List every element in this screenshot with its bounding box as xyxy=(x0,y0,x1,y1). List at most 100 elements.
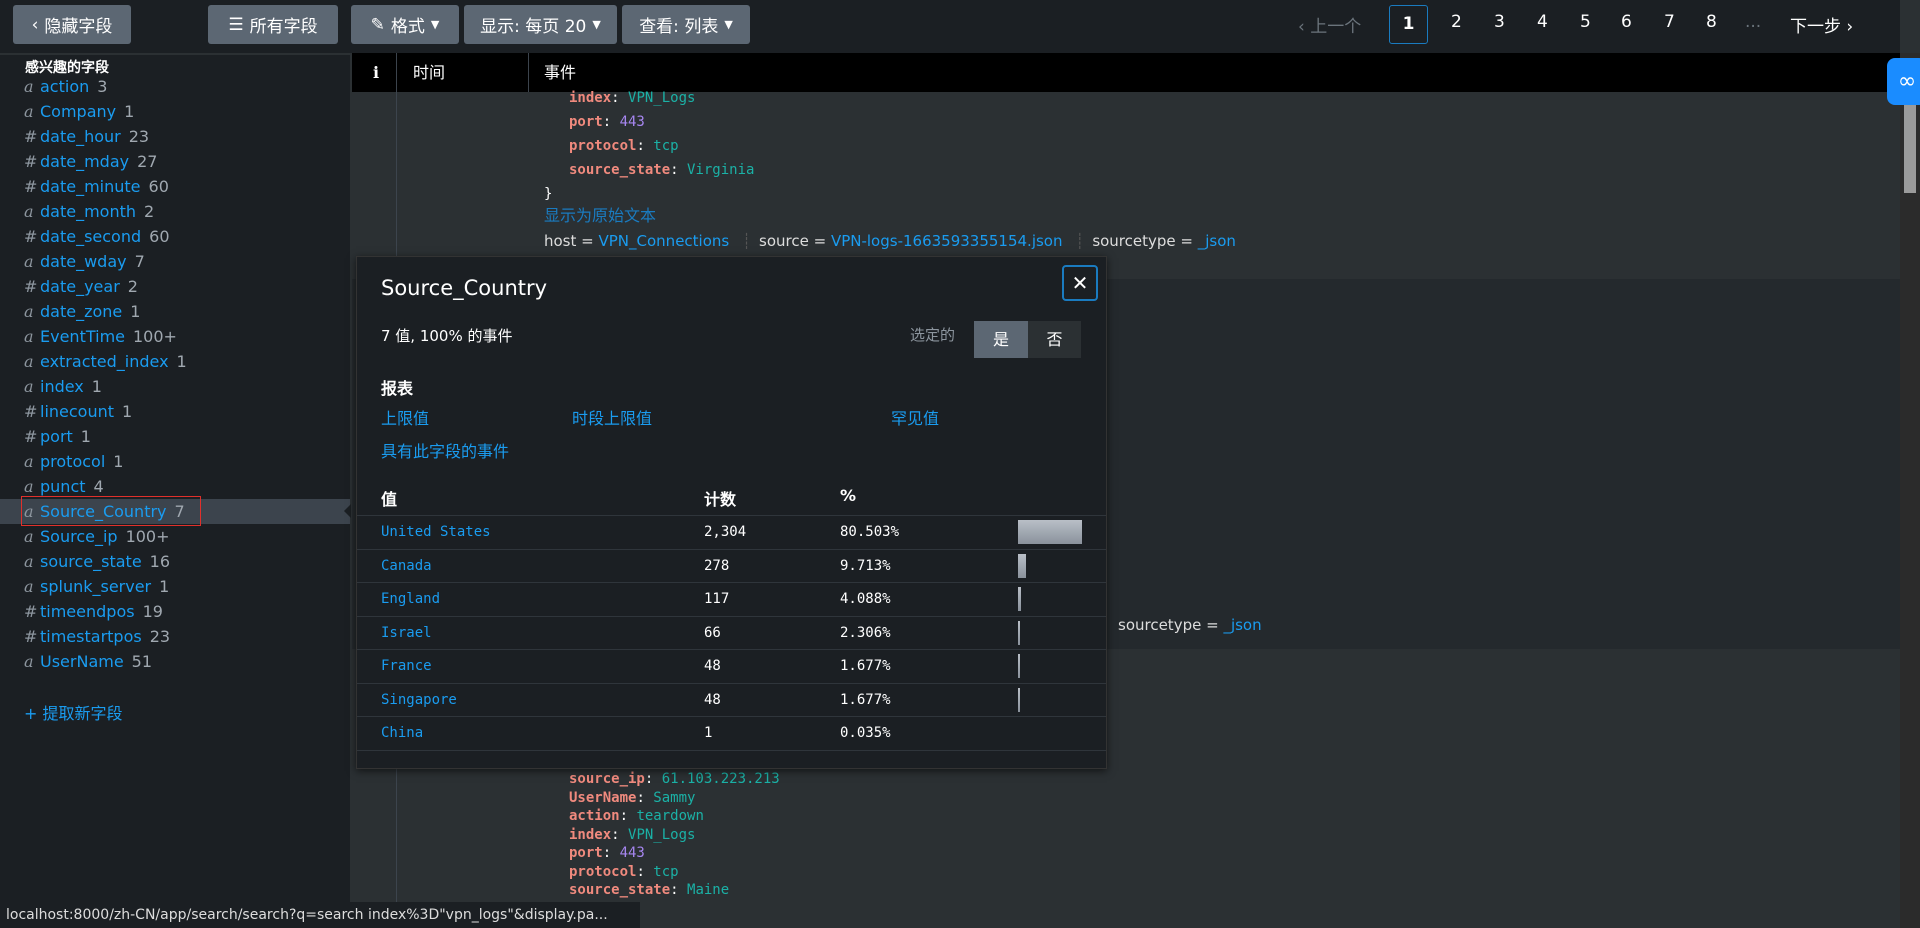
field-name: timestartpos xyxy=(40,627,142,646)
event-field-key[interactable]: protocol xyxy=(569,863,637,880)
source-value-link[interactable]: VPN-logs-1663593355154.json xyxy=(830,232,1063,250)
event-field-value[interactable]: tcp xyxy=(653,863,679,880)
page-3-button[interactable]: 3 xyxy=(1494,12,1505,32)
event-field-key[interactable]: action xyxy=(569,808,620,824)
event-field-key[interactable]: port xyxy=(569,845,603,861)
event-field-value[interactable]: 443 xyxy=(619,114,645,130)
value-row[interactable]: Singapore 48 1.677% xyxy=(357,682,1106,717)
page-5-button[interactable]: 5 xyxy=(1580,12,1591,32)
rare-values-link[interactable]: 罕见值 xyxy=(891,409,940,428)
value-link[interactable]: Israel xyxy=(381,624,432,641)
value-row[interactable]: China 1 0.035% xyxy=(357,716,1106,750)
close-button[interactable]: ✕ xyxy=(1062,265,1098,301)
value-row[interactable]: Israel 66 2.306% xyxy=(357,615,1106,650)
field-index[interactable]: a index 1 xyxy=(0,374,350,399)
page-7-button[interactable]: 7 xyxy=(1664,12,1675,32)
view-dropdown[interactable]: 查看: 列表 ▼ xyxy=(622,5,750,44)
scrollbar-thumb[interactable] xyxy=(1904,93,1916,193)
format-button[interactable]: ✎ 格式 ▼ xyxy=(351,5,459,44)
event-field-value[interactable]: 61.103.223.213 xyxy=(661,771,780,787)
event-field-key[interactable]: UserName xyxy=(569,789,637,806)
field-linecount[interactable]: # linecount 1 xyxy=(0,399,350,424)
event-field-key[interactable]: port xyxy=(569,114,603,130)
value-row[interactable]: Canada 278 9.713% xyxy=(357,548,1106,583)
event-field-key[interactable]: index xyxy=(569,826,612,843)
page-8-button[interactable]: 8 xyxy=(1706,12,1717,32)
info-column-header: i xyxy=(373,63,380,82)
event-field-value[interactable]: Virginia xyxy=(687,162,755,178)
event-field-value[interactable]: VPN_Logs xyxy=(628,90,696,106)
field-action[interactable]: a action 3 xyxy=(0,74,350,99)
field-date-month[interactable]: a date_month 2 xyxy=(0,199,350,224)
value-row[interactable]: United States 2,304 80.503% xyxy=(357,515,1106,549)
event-field-key[interactable]: protocol xyxy=(569,138,637,154)
value-row[interactable]: France 48 1.677% xyxy=(357,649,1106,683)
field-timestartpos[interactable]: # timestartpos 23 xyxy=(0,624,350,649)
page-1-button[interactable]: 1 xyxy=(1389,5,1428,44)
events-with-field-link[interactable]: 具有此字段的事件 xyxy=(381,442,510,461)
event-field-value[interactable]: tcp xyxy=(653,138,679,154)
value-link[interactable]: England xyxy=(381,591,441,607)
top-values-by-time-link[interactable]: 时段上限值 xyxy=(572,409,653,428)
display-per-page-dropdown[interactable]: 显示: 每页 20 ▼ xyxy=(464,5,617,44)
page-2-button[interactable]: 2 xyxy=(1451,12,1462,32)
event-field-value[interactable]: 443 xyxy=(619,845,645,861)
field-date-year[interactable]: # date_year 2 xyxy=(0,274,350,299)
sourcetype-value-link[interactable]: _json xyxy=(1223,616,1262,634)
top-values-link[interactable]: 上限值 xyxy=(381,409,430,428)
field-date-hour[interactable]: # date_hour 23 xyxy=(0,124,350,149)
count-cell: 48 xyxy=(704,691,721,708)
sourcetype-value-link[interactable]: _json xyxy=(1197,232,1236,250)
field-protocol[interactable]: a protocol 1 xyxy=(0,449,350,474)
field-port[interactable]: # port 1 xyxy=(0,424,350,449)
all-fields-button[interactable]: ☰ 所有字段 xyxy=(208,5,338,44)
event-field-key[interactable]: index xyxy=(569,90,612,106)
page-6-button[interactable]: 6 xyxy=(1621,12,1632,32)
value-link[interactable]: United States xyxy=(381,524,491,540)
event-field-value[interactable]: Maine xyxy=(687,882,730,898)
field-source-state[interactable]: a source_state 16 xyxy=(0,549,350,574)
event-field-value[interactable]: VPN_Logs xyxy=(628,826,696,843)
colon: : xyxy=(619,808,637,824)
prev-page-button[interactable]: ‹ 上一个 xyxy=(1298,12,1361,37)
value-link[interactable]: Canada xyxy=(381,557,432,574)
extract-new-fields-link[interactable]: + 提取新字段 xyxy=(24,704,123,723)
scrollbar[interactable] xyxy=(1900,53,1920,928)
field-date-mday[interactable]: # date_mday 27 xyxy=(0,149,350,174)
page-4-button[interactable]: 4 xyxy=(1537,12,1548,32)
colon: : xyxy=(670,882,688,898)
event-field-key[interactable]: source_state xyxy=(569,162,671,178)
event-field-line: index: VPN_Logs xyxy=(569,827,695,844)
show-raw-text-link[interactable]: 显示为原始文本 xyxy=(544,206,657,225)
event-field-value[interactable]: teardown xyxy=(636,808,704,824)
event-field-key[interactable]: source_ip xyxy=(569,771,645,787)
hide-fields-button[interactable]: ‹ 隐藏字段 xyxy=(13,5,131,44)
value-link[interactable]: France xyxy=(381,658,432,674)
next-page-button[interactable]: 下一步 › xyxy=(1790,12,1853,37)
floating-assistant-button[interactable]: ∞ xyxy=(1887,58,1920,105)
field-date-zone[interactable]: a date_zone 1 xyxy=(0,299,350,324)
field-source-country[interactable]: a Source_Country 7 xyxy=(0,499,350,524)
sourcetype-label: sourcetype = xyxy=(1118,616,1224,634)
field-timeendpos[interactable]: # timeendpos 19 xyxy=(0,599,350,624)
value-row[interactable]: England 117 4.088% xyxy=(357,582,1106,616)
field-extracted-index[interactable]: a extracted_index 1 xyxy=(0,349,350,374)
selected-yes-toggle[interactable]: 是 xyxy=(974,321,1028,358)
value-link[interactable]: China xyxy=(381,725,424,741)
event-1-meta: host = VPN_Connections ┊ source = VPN-log… xyxy=(544,232,1236,250)
field-date-second[interactable]: # date_second 60 xyxy=(0,224,350,249)
field-splunk-server[interactable]: a splunk_server 1 xyxy=(0,574,350,599)
field-eventtime[interactable]: a EventTime 100+ xyxy=(0,324,350,349)
field-date-wday[interactable]: a date_wday 7 xyxy=(0,249,350,274)
event-field-value[interactable]: Sammy xyxy=(653,789,696,806)
time-column-header[interactable]: 时间 xyxy=(413,63,446,82)
field-username[interactable]: a UserName 51 xyxy=(0,649,350,674)
selected-no-toggle[interactable]: 否 xyxy=(1028,321,1081,358)
host-value-link[interactable]: VPN_Connections xyxy=(598,232,730,250)
field-source-ip[interactable]: a Source_ip 100+ xyxy=(0,524,350,549)
field-company[interactable]: a Company 1 xyxy=(0,99,350,124)
field-date-minute[interactable]: # date_minute 60 xyxy=(0,174,350,199)
value-link[interactable]: Singapore xyxy=(381,691,457,708)
field-punct[interactable]: a punct 4 xyxy=(0,474,350,499)
event-field-key[interactable]: source_state xyxy=(569,882,671,898)
